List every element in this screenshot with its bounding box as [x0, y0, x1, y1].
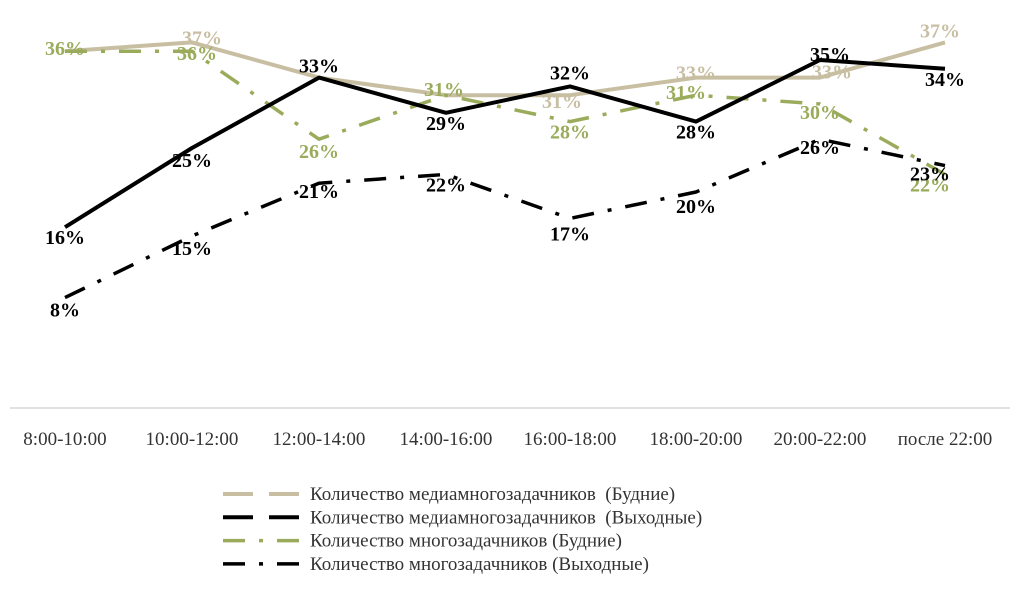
data-label: 20% — [676, 196, 716, 218]
legend: Количество медиамногозадачников (Будние)… — [223, 484, 702, 575]
x-tick-label: 12:00-14:00 — [273, 429, 366, 450]
data-label: 31% — [542, 91, 582, 113]
legend-entry-3: Количество многозадачников (Будние) — [223, 531, 622, 552]
data-labels: 37%31%33% 33%37%16%25%33%29%32%28%35%34%3… — [45, 20, 965, 321]
data-label: 23% — [910, 164, 950, 186]
legend-label: Количество многозадачников (Будние) — [310, 531, 622, 552]
data-label: 30% — [800, 102, 840, 124]
data-label: 25% — [172, 150, 212, 172]
data-label: 22% — [910, 174, 950, 196]
data-label: 33% — [812, 62, 852, 84]
data-label: 28% — [676, 122, 716, 144]
legend-entry-2: Количество медиамногозадачников (Выходны… — [223, 507, 702, 528]
data-label: 22% — [426, 174, 466, 196]
data-label: 15% — [172, 238, 212, 260]
data-label: 37% — [182, 27, 222, 49]
x-tick-label: 10:00-12:00 — [146, 429, 239, 450]
data-label: 31% — [666, 82, 706, 104]
series-line-2 — [63, 58, 946, 229]
data-label: 21% — [299, 181, 339, 203]
data-label: 8% — [50, 300, 80, 322]
legend-label: Количество медиамногозадачников (Будние) — [310, 484, 675, 505]
data-label: 17% — [550, 223, 590, 245]
x-tick-label: 20:00-22:00 — [774, 429, 867, 450]
data-label: 26% — [800, 137, 840, 159]
data-label: 34% — [925, 69, 965, 91]
data-label: 31% — [424, 79, 464, 101]
data-label: 33% — [676, 63, 716, 85]
x-tick-label: 8:00-10:00 — [23, 429, 106, 450]
legend-label: Количество медиамногозадачников (Выходны… — [310, 507, 702, 528]
data-label: 32% — [550, 62, 590, 84]
data-label: 29% — [426, 113, 466, 135]
data-label: 37% — [920, 20, 960, 42]
legend-entry-1: Количество медиамногозадачников (Будние) — [223, 484, 675, 505]
data-label: 33% — [299, 56, 339, 78]
x-tick-label: после 22:00 — [898, 429, 993, 450]
series-line-3 — [65, 49, 946, 176]
x-axis-ticks: 8:00-10:00 10:00-12:00 12:00-14:00 14:00-16… — [23, 429, 992, 450]
x-tick-label: 16:00-18:00 — [524, 429, 617, 450]
data-label: 28% — [550, 122, 590, 144]
series-lines — [63, 40, 946, 300]
series-line-4 — [64, 137, 946, 300]
legend-entry-4: Количество многозадачников (Выходные) — [223, 554, 649, 575]
x-tick-label: 14:00-16:00 — [400, 429, 493, 450]
data-label: 16% — [45, 227, 85, 249]
data-label: 26% — [299, 141, 339, 163]
series-line-1 — [64, 40, 946, 98]
data-label: 36% — [177, 43, 217, 65]
data-label: 36% — [45, 38, 85, 60]
x-tick-label: 18:00-20:00 — [650, 429, 743, 450]
data-label: 35% — [810, 44, 850, 66]
legend-label: Количество многозадачников (Выходные) — [310, 554, 649, 575]
